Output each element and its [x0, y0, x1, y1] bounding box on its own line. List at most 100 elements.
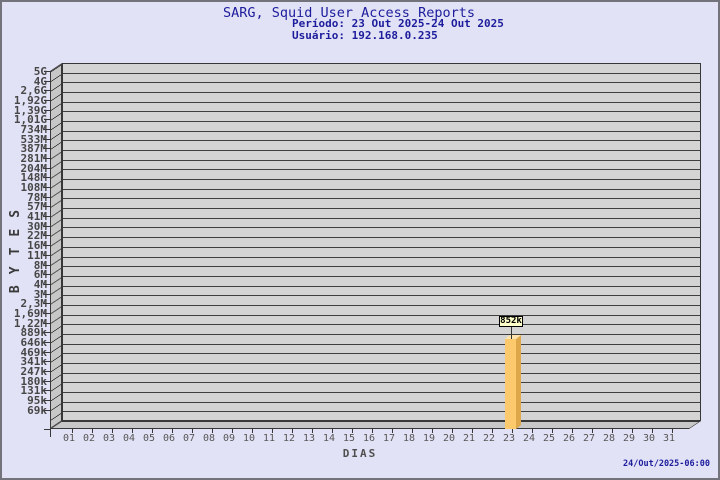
y-tick-label: 1,39G — [13, 104, 47, 117]
x-tick — [252, 429, 253, 433]
x-tick-label: 10 — [242, 433, 256, 444]
x-tick-label: 29 — [622, 433, 636, 444]
y-tick — [44, 71, 50, 72]
grid-line — [63, 363, 700, 364]
x-tick — [72, 429, 73, 433]
y-tick-label: 8M — [33, 259, 47, 272]
x-tick-label: 06 — [162, 433, 176, 444]
x-tick — [492, 429, 493, 433]
x-tick-label: 22 — [482, 433, 496, 444]
y-tick — [44, 139, 50, 140]
report-timestamp: 24/Out/2025-06:00 — [623, 459, 710, 469]
grid-line — [63, 131, 700, 132]
x-tick-label: 08 — [202, 433, 216, 444]
grid-line — [63, 295, 700, 296]
y-tick — [44, 81, 50, 82]
x-tick-label: 19 — [422, 433, 436, 444]
y-tick-label: 281M — [20, 152, 48, 165]
y-tick-label: 30M — [27, 220, 47, 233]
y-tick-label: 4G — [33, 75, 47, 88]
y-tick-label: 469k — [20, 346, 48, 359]
x-tick — [112, 429, 113, 433]
y-tick-label: 131k — [20, 384, 48, 397]
y-tick-label: 41M — [27, 210, 47, 223]
y-tick-label: 1,92G — [13, 94, 47, 107]
y-tick-label: 1,01G — [13, 113, 47, 126]
y-tick-label: 646k — [20, 336, 48, 349]
x-tick — [132, 429, 133, 433]
y-tick-label: 4M — [33, 278, 47, 291]
x-tick — [592, 429, 593, 433]
grid-line — [63, 198, 700, 199]
y-tick-label: 108M — [20, 181, 48, 194]
y-tick-label: 95k — [27, 394, 47, 407]
x-tick-label: 11 — [262, 433, 276, 444]
x-tick-label: 02 — [82, 433, 96, 444]
y-tick — [44, 429, 50, 430]
y-tick-label: 3M — [33, 288, 47, 301]
x-tick-label: 03 — [102, 433, 116, 444]
y-tick — [44, 390, 50, 391]
x-tick-label: 24 — [522, 433, 536, 444]
y-tick — [44, 294, 50, 295]
x-tick — [412, 429, 413, 433]
grid-line — [63, 237, 700, 238]
x-tick-label: 14 — [322, 433, 336, 444]
grid-line — [63, 150, 700, 151]
y-tick — [44, 323, 50, 324]
x-tick — [372, 429, 373, 433]
x-tick-label: 05 — [142, 433, 156, 444]
grid-line — [63, 169, 700, 170]
grid-line — [63, 160, 700, 161]
x-tick — [212, 429, 213, 433]
x-tick — [172, 429, 173, 433]
x-tick-label: 31 — [662, 433, 676, 444]
y-tick — [44, 400, 50, 401]
grid-line — [63, 140, 700, 141]
y-tick-label: 16M — [27, 239, 47, 252]
y-tick-label: 734M — [20, 123, 48, 136]
x-tick — [352, 429, 353, 433]
y-tick — [44, 100, 50, 101]
x-tick-label: 23 — [502, 433, 516, 444]
y-tick-label: 78M — [27, 191, 47, 204]
y-tick — [44, 197, 50, 198]
x-tick — [92, 429, 93, 433]
y-tick-label: 1,22M — [13, 317, 47, 330]
y-tick — [44, 110, 50, 111]
y-tick — [44, 274, 50, 275]
y-tick — [44, 303, 50, 304]
y-tick — [44, 168, 50, 169]
x-tick — [432, 429, 433, 433]
y-tick — [44, 255, 50, 256]
y-tick — [44, 342, 50, 343]
grid-line — [63, 121, 700, 122]
back-wall — [62, 63, 701, 421]
grid-line — [63, 92, 700, 93]
grid-line — [63, 82, 700, 83]
y-tick — [44, 361, 50, 362]
x-tick-label: 13 — [302, 433, 316, 444]
y-tick — [44, 332, 50, 333]
x-tick-label: 15 — [342, 433, 356, 444]
y-tick — [44, 187, 50, 188]
y-tick — [44, 177, 50, 178]
grid-line — [63, 353, 700, 354]
y-tick — [44, 265, 50, 266]
y-tick-label: 22M — [27, 229, 47, 242]
x-tick — [632, 429, 633, 433]
x-tick-label: 26 — [562, 433, 576, 444]
grid-line — [63, 411, 700, 412]
x-tick-label: 07 — [182, 433, 196, 444]
y-tick-label: 11M — [27, 249, 47, 262]
x-tick — [652, 429, 653, 433]
y-tick-label: 533M — [20, 133, 48, 146]
x-tick-label: 12 — [282, 433, 296, 444]
grid-line — [63, 179, 700, 180]
bar-value-tag: 852k — [499, 316, 523, 327]
bar-side-face — [516, 334, 521, 429]
y-tick-label: 57M — [27, 200, 47, 213]
y-tick-label: 148M — [20, 171, 48, 184]
y-tick — [44, 129, 50, 130]
